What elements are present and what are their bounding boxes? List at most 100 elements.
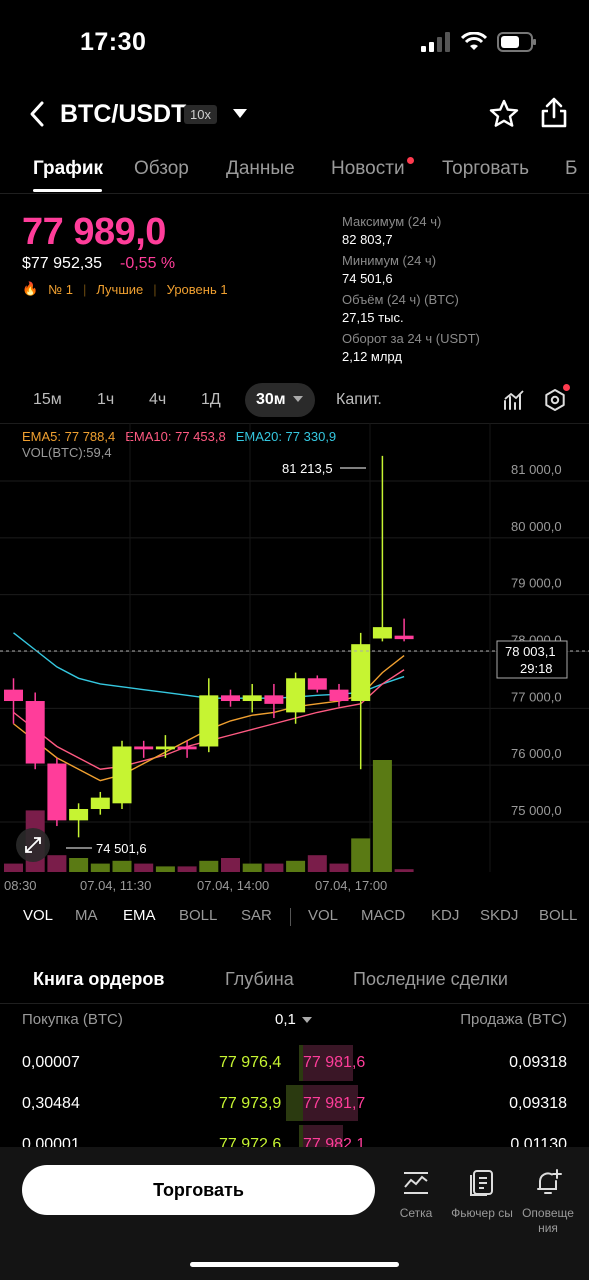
home-indicator	[190, 1262, 399, 1267]
candle-body	[199, 695, 219, 747]
best-badge[interactable]: Лучшие	[96, 281, 144, 297]
tab-order-book[interactable]: Книга ордеров	[33, 969, 165, 989]
bell-plus-icon	[537, 1169, 562, 1194]
timeframe-active-bg	[245, 383, 315, 417]
tab-last-trades[interactable]: Последние сделки	[353, 969, 508, 989]
ind-macd[interactable]: MACD	[361, 907, 406, 924]
level-badge[interactable]: Уровень 1	[166, 281, 228, 297]
ind-ma[interactable]: MA	[75, 907, 98, 924]
candle-body	[372, 627, 392, 639]
volume-bar	[286, 860, 306, 872]
ask-depth-bar	[303, 1085, 358, 1121]
volume-bar	[307, 855, 327, 872]
stat-label: Минимум (24 ч)	[342, 253, 437, 268]
tab-underline	[33, 189, 102, 192]
ask-price: 77 981,6	[303, 1054, 366, 1071]
y-tick-label: 81 000,0	[511, 462, 562, 477]
pair-dropdown-icon[interactable]	[233, 109, 247, 118]
ind-sub-boll[interactable]: BOLL	[539, 907, 578, 924]
step-select[interactable]: 0,1	[275, 1011, 296, 1028]
back-icon[interactable]	[24, 98, 54, 130]
timeframe-4h[interactable]: 4ч	[149, 391, 167, 408]
timeframe-15m[interactable]: 15м	[33, 391, 62, 408]
volume-bar	[372, 760, 392, 872]
share-icon[interactable]	[540, 97, 568, 129]
futures-button[interactable]: Фьючер сы	[447, 1168, 517, 1221]
wifi-icon	[461, 32, 487, 50]
leverage-badge: 10x	[184, 105, 217, 124]
volume-bar	[134, 863, 154, 872]
step-caret-icon	[302, 1017, 312, 1023]
bid-depth-bar	[299, 1125, 303, 1147]
current-price-label: 78 003,1	[505, 644, 556, 659]
timeframe-capital[interactable]: Капит.	[336, 391, 382, 408]
low-marker-label: 74 501,6	[96, 841, 147, 856]
ind-boll[interactable]: BOLL	[179, 907, 218, 924]
tab-data[interactable]: Данные	[226, 158, 295, 179]
tab-depth[interactable]: Глубина	[225, 969, 294, 989]
ind-ema[interactable]: EMA	[123, 907, 156, 924]
ind-kdj[interactable]: KDJ	[431, 907, 460, 924]
candle-body	[264, 695, 284, 704]
volume-bar	[329, 863, 349, 872]
grid-button[interactable]: Сетка	[381, 1168, 451, 1221]
tab-overview[interactable]: Обзор	[134, 158, 189, 179]
bid-price: 77 976,4	[219, 1054, 282, 1071]
x-axis-labels: 08:30 07.04, 11:30 07.04, 14:00 07.04, 1…	[4, 878, 387, 893]
status-icons	[421, 32, 537, 52]
candle-body	[47, 763, 67, 821]
ind-sar[interactable]: SAR	[241, 907, 272, 924]
ask-price: 77 981,7	[303, 1095, 366, 1112]
timeframe-30m[interactable]: 30м	[256, 391, 286, 408]
order-book-row[interactable]: 0,30484 77 973,9 77 981,7 0,09318	[0, 1085, 589, 1125]
tab-news[interactable]: Новости	[331, 158, 405, 179]
ind-vol[interactable]: VOL	[23, 907, 54, 924]
alerts-label: Оповеще ния	[522, 1206, 574, 1235]
trade-button[interactable]: Торговать	[22, 1165, 375, 1215]
tab-trade[interactable]: Торговать	[442, 158, 529, 179]
candle-body	[4, 689, 23, 702]
volume-bar	[394, 869, 414, 872]
star-icon[interactable]	[488, 98, 520, 130]
pair-title[interactable]: BTC/USDT	[60, 100, 187, 128]
countdown-label: 29:18	[520, 661, 553, 676]
candle-body	[221, 695, 240, 702]
high-marker-label: 81 213,5	[282, 461, 333, 476]
candle-body	[351, 644, 371, 702]
status-time: 17:30	[80, 28, 147, 56]
stat-label: Объём (24 ч) (BTC)	[342, 292, 459, 307]
x-tick: 07.04, 14:00	[197, 878, 269, 893]
timeframe-1h[interactable]: 1ч	[97, 391, 115, 408]
ind-sub-vol[interactable]: VOL	[308, 907, 339, 924]
y-tick-label: 75 000,0	[511, 803, 562, 818]
stat-label: Оборот за 24 ч (USDT)	[342, 331, 480, 346]
volume-bar	[112, 860, 132, 872]
alerts-button[interactable]: Оповеще ния	[513, 1168, 583, 1236]
chart-grid	[0, 423, 589, 872]
futures-icon	[470, 1170, 493, 1196]
volume-bar	[47, 855, 67, 872]
candle-body	[242, 695, 262, 702]
ind-divider	[290, 908, 291, 926]
indicators-icon[interactable]	[503, 389, 525, 411]
ind-skdj[interactable]: SKDJ	[480, 907, 519, 924]
ema10-label: EMA10: 77 453,8	[125, 429, 226, 444]
y-tick-label: 76 000,0	[511, 746, 562, 761]
sell-qty: 0,09318	[509, 1054, 567, 1071]
ask-depth-bar	[303, 1125, 343, 1147]
settings-icon[interactable]	[543, 388, 567, 412]
rank-badge[interactable]: № 1	[48, 281, 73, 297]
candle-body	[155, 746, 175, 750]
stat-value: 82 803,7	[342, 232, 393, 247]
order-book-row[interactable]: 0,00007 77 976,4 77 981,6 0,09318	[0, 1044, 589, 1084]
buy-header: Покупка (BTC)	[22, 1011, 123, 1028]
tab-chart[interactable]: График	[33, 158, 104, 179]
volume-bar	[69, 858, 89, 872]
candle-body	[286, 678, 306, 713]
signal-icon	[421, 32, 450, 52]
candlestick-chart[interactable]: 81 000,080 000,079 000,078 000,077 000,0…	[0, 423, 589, 895]
chart-area[interactable]	[0, 423, 589, 895]
timeframe-1d[interactable]: 1Д	[201, 391, 221, 408]
price-change: -0,55 %	[120, 255, 176, 272]
tab-more[interactable]: Б	[565, 158, 578, 179]
